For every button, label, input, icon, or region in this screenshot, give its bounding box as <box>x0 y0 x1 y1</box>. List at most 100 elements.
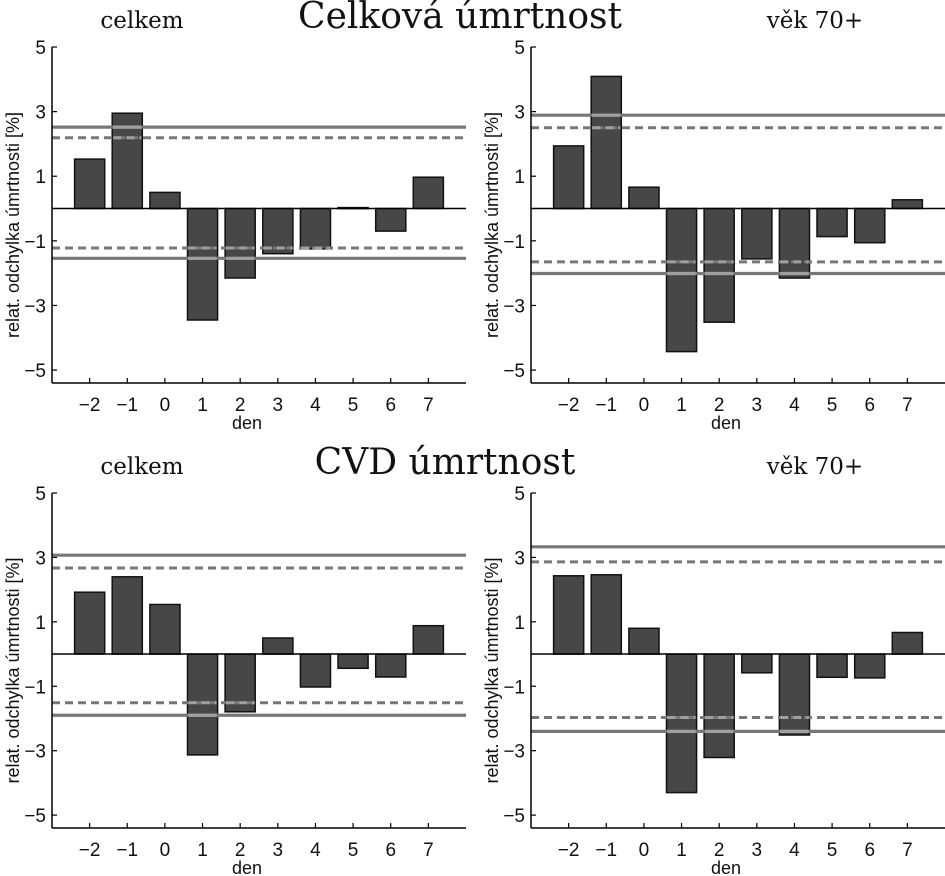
chart-subtitle: celkem <box>100 454 183 480</box>
bar <box>412 176 445 210</box>
x-tick-label: 2 <box>235 395 246 416</box>
bar <box>73 158 106 210</box>
bar <box>628 627 660 655</box>
bar <box>665 207 698 353</box>
x-tick-label: 4 <box>789 395 800 416</box>
y-tick-label: 1 <box>514 613 525 634</box>
x-tick-label: 6 <box>864 840 875 861</box>
y-tick-label: 3 <box>35 103 46 124</box>
y-axis-label: relat. odchylka úmrtnosti [%] <box>482 112 502 338</box>
y-tick-label: 5 <box>514 38 525 59</box>
x-tick-label: −1 <box>116 840 138 861</box>
chart-subtitle: celkem <box>100 8 183 34</box>
chart-subtitle: věk 70+ <box>766 454 863 480</box>
bar <box>590 574 623 655</box>
chart-subtitle: věk 70+ <box>766 8 863 34</box>
row-title-cvd-mortality: CVD úmrtnost <box>315 442 576 483</box>
y-tick-label: 5 <box>35 38 46 59</box>
bar <box>628 186 660 210</box>
bar <box>891 199 924 210</box>
bar <box>149 603 181 655</box>
bar <box>853 653 886 679</box>
x-axis-label: den <box>711 858 741 876</box>
x-tick-label: 0 <box>160 840 171 861</box>
bar <box>262 637 294 655</box>
x-tick-label: −1 <box>595 840 617 861</box>
bar <box>665 653 698 794</box>
bar <box>552 145 585 210</box>
x-tick-label: 1 <box>676 840 687 861</box>
x-tick-label: −2 <box>79 840 101 861</box>
x-tick-label: 7 <box>902 840 913 861</box>
bar <box>111 576 144 655</box>
y-tick-label: 1 <box>35 613 46 634</box>
x-axis-label: den <box>232 858 262 876</box>
x-tick-label: 3 <box>273 840 284 861</box>
y-tick-label: −1 <box>503 677 525 698</box>
x-tick-label: 2 <box>714 840 725 861</box>
row-title-total-mortality: Celková úmrtnost <box>298 0 622 37</box>
bar <box>374 207 407 232</box>
y-tick-label: −3 <box>503 296 525 317</box>
y-axis-label: relat. odchylka úmrtnosti [%] <box>3 557 23 783</box>
x-tick-label: 0 <box>639 840 650 861</box>
x-tick-label: 4 <box>310 395 321 416</box>
x-tick-label: 1 <box>676 395 687 416</box>
chart-cvd-age-70-plus: věk 70+ 5 3 1 −1 −3 −5 −2 −1 0 1 2 3 4 5 6 7 den relat. od… <box>482 454 945 876</box>
bar <box>412 624 445 655</box>
y-tick-label: 3 <box>514 103 525 124</box>
bar <box>891 631 924 655</box>
y-axis-label: relat. odchylka úmrtnosti [%] <box>482 557 502 783</box>
bar <box>299 207 332 250</box>
x-tick-label: 6 <box>864 395 875 416</box>
x-tick-label: 4 <box>789 840 800 861</box>
x-tick-label: 3 <box>752 840 763 861</box>
x-tick-label: 7 <box>902 395 913 416</box>
x-tick-label: 6 <box>385 395 396 416</box>
bar <box>73 591 106 655</box>
chart-cvd-all-ages: celkem 5 3 1 −1 −3 −5 −2 −1 0 1 2 3 4 5 6 7 den relat. odc… <box>3 454 466 876</box>
bar <box>111 112 144 210</box>
x-tick-label: 0 <box>160 395 171 416</box>
chart-total-age-70-plus: věk 70+ 5 3 1 −1 −3 −5 −2 −1 0 1 2 3 4 5 6 7 den relat. od… <box>482 8 945 433</box>
x-tick-label: 1 <box>197 395 208 416</box>
x-tick-label: −2 <box>558 840 580 861</box>
bar <box>186 653 219 756</box>
bar <box>853 207 886 244</box>
bar <box>552 575 585 655</box>
bar <box>703 207 735 323</box>
y-tick-label: 1 <box>514 167 525 188</box>
x-tick-label: 4 <box>310 840 321 861</box>
y-tick-label: −5 <box>503 806 525 827</box>
bar <box>703 653 735 759</box>
y-tick-label: 3 <box>35 548 46 569</box>
y-tick-label: −1 <box>503 232 525 253</box>
x-axis-label: den <box>232 413 262 433</box>
bar <box>224 207 256 279</box>
y-tick-label: −1 <box>24 232 46 253</box>
y-tick-label: −5 <box>503 361 525 382</box>
bar <box>816 207 848 238</box>
y-tick-label: 1 <box>35 167 46 188</box>
bar <box>778 207 811 279</box>
bar <box>778 653 811 736</box>
chart-total-all-ages: celkem 5 3 1 −1 −3 −5 −2 −1 0 1 2 3 4 5 6 7 den relat. odc… <box>3 8 466 433</box>
y-tick-label: −3 <box>24 742 46 763</box>
bar <box>337 653 369 670</box>
x-tick-label: 2 <box>235 840 246 861</box>
y-tick-label: 5 <box>514 484 525 505</box>
x-tick-label: 7 <box>423 395 434 416</box>
x-tick-label: 5 <box>348 840 359 861</box>
x-tick-label: 7 <box>423 840 434 861</box>
y-axis-label: relat. odchylka úmrtnosti [%] <box>3 112 23 338</box>
bar <box>741 653 773 674</box>
y-tick-label: 3 <box>514 548 525 569</box>
x-tick-label: −2 <box>558 395 580 416</box>
x-tick-label: 1 <box>197 840 208 861</box>
bar <box>741 207 773 260</box>
bar <box>299 653 332 688</box>
x-tick-label: 5 <box>827 395 838 416</box>
x-tick-label: −1 <box>595 395 617 416</box>
x-axis-label: den <box>711 413 741 433</box>
